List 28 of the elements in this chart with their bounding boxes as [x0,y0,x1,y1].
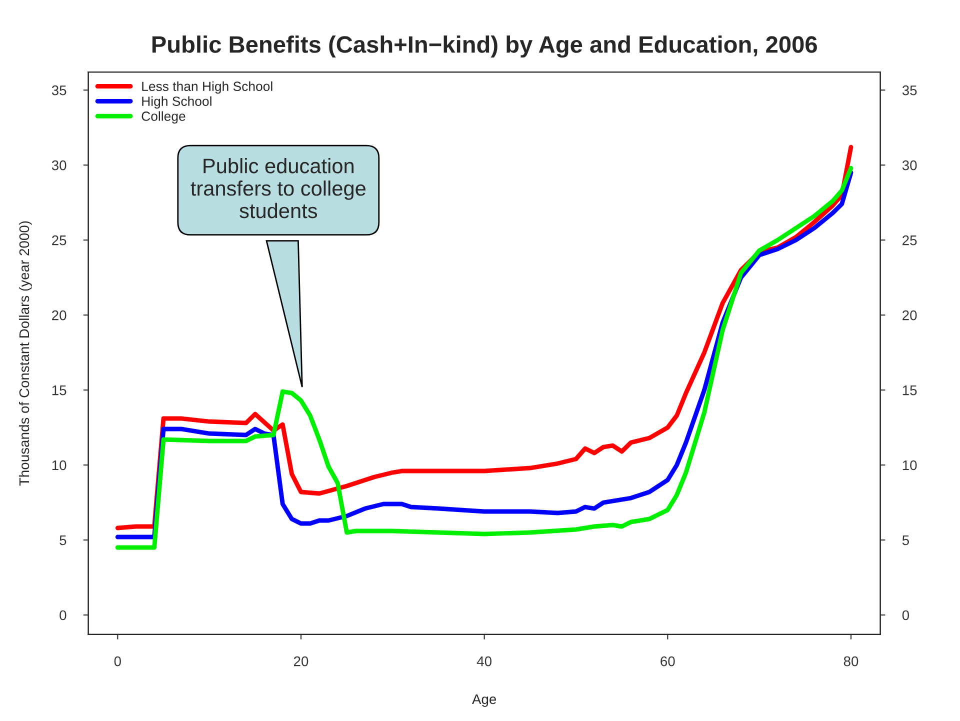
y-tick-label: 25 [52,235,66,246]
y2-tick-label: 35 [902,85,917,96]
y2-tick-label: 25 [902,235,917,246]
y-tick-label: 20 [52,310,66,320]
y-tick-label: 35 [52,85,66,96]
y2-tick-label: 20 [902,310,917,320]
x-tick-label: 20 [294,656,308,666]
x-tick-label: 80 [844,656,858,666]
x-axis-title: Age [472,694,496,707]
y2-tick-label: 5 [902,535,909,546]
y-axis-title: Thousands of Constant Dollars (year 2000) [18,221,32,486]
y-tick-label: 5 [60,535,66,546]
y-tick-label: 0 [60,610,66,620]
y2-tick-label: 0 [902,610,910,620]
annotation: Public education transfers to college students [190,158,366,218]
y2-tick-label: 10 [902,460,917,470]
y-tick-label: 30 [52,160,66,170]
y2-tick-label: 15 [902,386,917,396]
legend-label: High School [142,96,212,109]
y-tick-label: 10 [52,460,66,470]
legend-label: College [142,111,186,124]
legend-label: Less than High School [142,81,272,94]
chart-title: Public Benefits (Cash+In−kind) by Age and Education, 2006 [152,36,817,58]
y2-tick-label: 30 [902,160,917,170]
x-tick-label: 40 [476,656,492,666]
y-tick-label: 15 [52,386,66,396]
x-tick-label: 0 [114,656,121,666]
x-tick-label: 60 [660,656,675,666]
